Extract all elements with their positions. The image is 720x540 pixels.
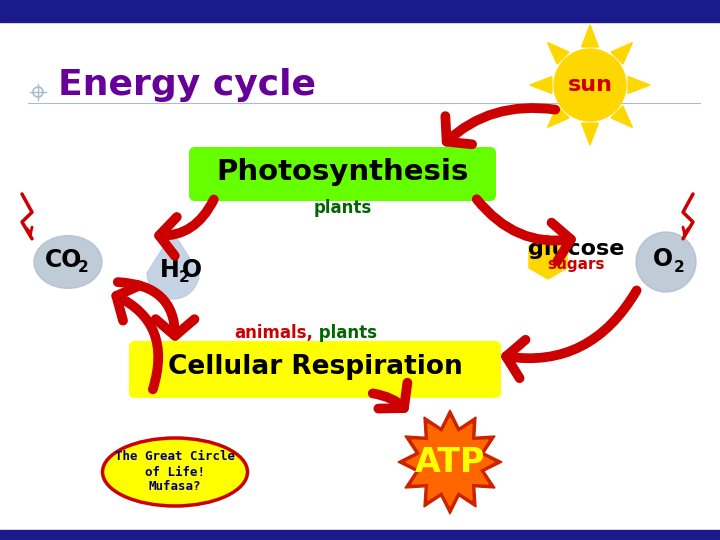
Text: 2: 2 bbox=[78, 260, 89, 274]
Text: The Great Circle
of Life!
Mufasa?: The Great Circle of Life! Mufasa? bbox=[115, 450, 235, 494]
Text: 2: 2 bbox=[179, 269, 189, 285]
Text: Cellular Respiration: Cellular Respiration bbox=[168, 354, 462, 381]
Polygon shape bbox=[548, 43, 569, 64]
Polygon shape bbox=[530, 77, 552, 93]
Text: animals,: animals, bbox=[234, 324, 313, 342]
Bar bbox=[0, 530, 720, 540]
Polygon shape bbox=[582, 123, 598, 145]
FancyBboxPatch shape bbox=[129, 341, 501, 398]
Polygon shape bbox=[398, 410, 502, 514]
Text: sugars: sugars bbox=[547, 258, 605, 273]
Polygon shape bbox=[548, 106, 569, 127]
FancyArrowPatch shape bbox=[477, 199, 571, 261]
Polygon shape bbox=[582, 25, 598, 47]
FancyArrowPatch shape bbox=[118, 282, 194, 336]
FancyArrowPatch shape bbox=[506, 291, 636, 378]
Text: Energy cycle: Energy cycle bbox=[58, 68, 316, 102]
Text: Photosynthesis: Photosynthesis bbox=[216, 158, 469, 186]
Circle shape bbox=[554, 49, 626, 121]
FancyArrowPatch shape bbox=[159, 199, 214, 256]
Text: glucose: glucose bbox=[528, 239, 624, 259]
Text: O: O bbox=[653, 247, 673, 271]
Ellipse shape bbox=[34, 235, 102, 288]
Text: CO: CO bbox=[45, 248, 83, 272]
Polygon shape bbox=[628, 77, 650, 93]
Polygon shape bbox=[611, 106, 632, 127]
Circle shape bbox=[636, 232, 696, 292]
Text: plants: plants bbox=[313, 324, 377, 342]
Text: plants: plants bbox=[313, 199, 372, 217]
Text: 2: 2 bbox=[674, 260, 685, 274]
Text: sun: sun bbox=[567, 75, 613, 95]
FancyArrowPatch shape bbox=[373, 383, 408, 409]
FancyArrowPatch shape bbox=[446, 108, 555, 144]
Polygon shape bbox=[529, 235, 567, 279]
FancyArrowPatch shape bbox=[117, 286, 158, 389]
Text: H: H bbox=[160, 258, 180, 282]
Polygon shape bbox=[406, 418, 494, 506]
Ellipse shape bbox=[102, 438, 248, 506]
Polygon shape bbox=[147, 232, 199, 299]
Bar bbox=[0, 0, 720, 22]
Text: O: O bbox=[182, 258, 202, 282]
Polygon shape bbox=[611, 43, 632, 64]
Text: ATP: ATP bbox=[415, 446, 485, 478]
FancyBboxPatch shape bbox=[189, 147, 496, 201]
